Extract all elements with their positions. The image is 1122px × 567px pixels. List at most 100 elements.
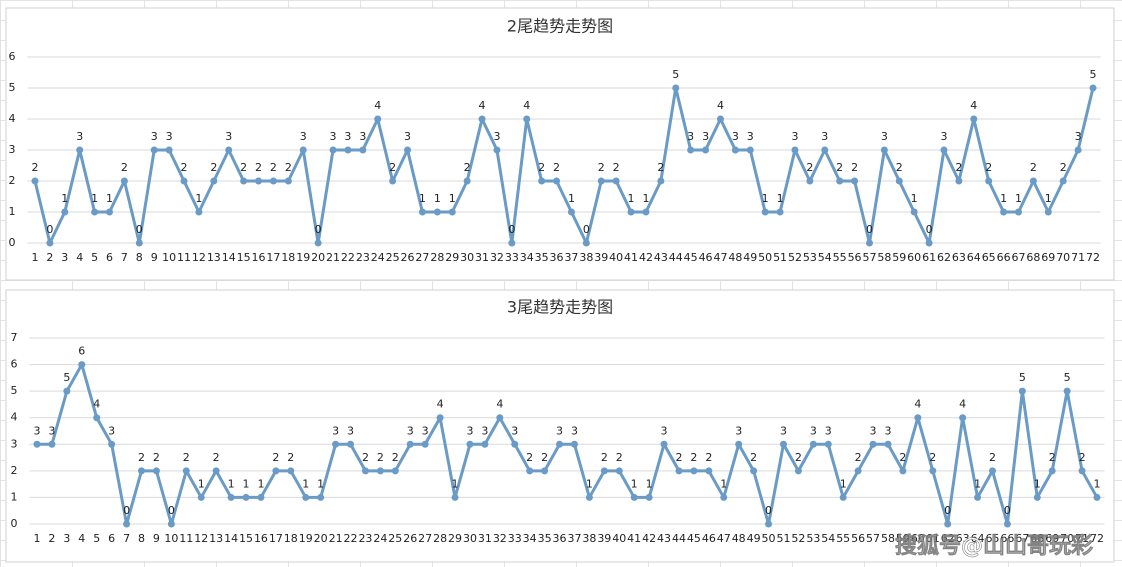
marker [421,440,429,448]
x-tick-label: 6 [106,251,113,264]
data-label: 2 [899,451,906,464]
data-label: 3 [347,424,354,437]
data-label: 3 [407,424,414,437]
data-label: 1 [91,192,98,205]
marker [1093,493,1101,501]
marker [433,208,441,216]
marker [76,146,84,154]
x-tick-label: 11 [179,532,193,545]
marker [791,146,799,154]
data-label: 2 [855,451,862,464]
data-label: 2 [985,161,992,174]
marker [1089,84,1097,92]
x-tick-label: 49 [747,532,761,545]
x-tick-label: 57 [862,251,876,264]
data-label: 1 [974,477,981,490]
marker [120,177,128,185]
data-label: 3 [422,424,429,437]
x-tick-label: 35 [538,532,552,545]
data-label: 0 [123,504,130,517]
data-label: 3 [661,424,668,437]
marker [988,467,996,475]
data-label: 3 [821,130,828,143]
marker [761,208,769,216]
marker [567,208,575,216]
x-tick-label: 65 [982,251,996,264]
x-tick-label: 41 [627,532,641,545]
x-tick-label: 19 [299,532,313,545]
x-tick-label: 11 [177,251,191,264]
marker [794,467,802,475]
y-tick-label: 5 [11,384,18,397]
x-tick-label: 45 [687,532,701,545]
x-tick-label: 16 [252,251,266,264]
data-label: 0 [46,223,53,236]
marker [645,493,653,501]
data-label: 2 [955,161,962,174]
marker [910,208,918,216]
marker [138,467,146,475]
x-tick-label: 23 [356,251,370,264]
data-label: 3 [76,130,83,143]
y-tick-label: 0 [9,236,16,249]
data-label: 2 [213,451,220,464]
x-tick-label: 12 [194,532,208,545]
series-line [37,363,1099,526]
marker [508,239,516,247]
x-tick-label: 45 [684,251,698,264]
x-tick-label: 65 [985,532,999,545]
data-label: 2 [255,161,262,174]
data-label: 1 [243,477,250,490]
marker [582,239,590,247]
x-tick-label: 51 [773,251,787,264]
x-tick-label: 25 [388,532,402,545]
data-label: 2 [538,161,545,174]
x-tick-label: 25 [386,251,400,264]
data-label: 1 [777,192,784,205]
marker [1044,208,1052,216]
data-label: 1 [106,192,113,205]
x-tick-label: 56 [848,251,862,264]
data-label: 2 [1079,451,1086,464]
x-tick-label: 16 [254,532,268,545]
data-label: 2 [657,161,664,174]
marker [1033,493,1041,501]
data-label: 2 [750,451,757,464]
marker [359,146,367,154]
data-label: 3 [108,424,115,437]
data-label: 5 [63,371,70,384]
x-tick-label: 1 [32,251,39,264]
marker [690,467,698,475]
data-label: 1 [762,192,769,205]
x-tick-label: 48 [732,532,746,545]
x-tick-label: 3 [61,251,68,264]
data-label: 4 [523,99,530,112]
x-tick-label: 42 [639,251,653,264]
marker [46,239,54,247]
x-tick-label: 30 [460,251,474,264]
x-tick-label: 60 [911,532,925,545]
x-tick-label: 62 [941,532,955,545]
x-tick-label: 13 [209,532,223,545]
x-tick-label: 36 [553,532,567,545]
data-label: 2 [851,161,858,174]
marker [925,239,933,247]
data-label: 5 [1019,371,1026,384]
data-label: 4 [496,398,503,411]
marker [212,467,220,475]
x-tick-label: 60 [907,251,921,264]
y-tick-label: 6 [9,50,16,63]
marker [299,146,307,154]
marker [167,520,175,528]
x-tick-label: 52 [791,532,805,545]
marker [746,146,754,154]
marker [779,440,787,448]
marker [765,520,773,528]
data-label: 2 [285,161,292,174]
x-tick-label: 6 [108,532,115,545]
data-label: 3 [166,130,173,143]
data-label: 3 [702,130,709,143]
x-tick-label: 57 [866,532,880,545]
data-label: 1 [195,192,202,205]
marker [135,239,143,247]
